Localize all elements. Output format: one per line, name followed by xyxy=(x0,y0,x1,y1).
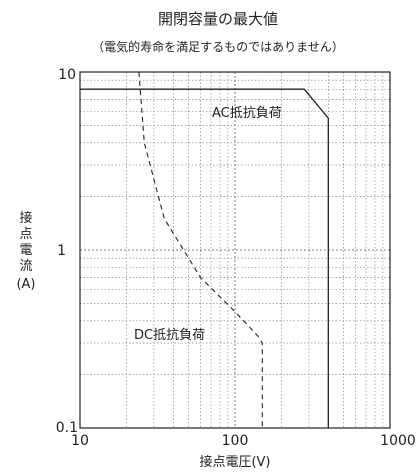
y-axis-label-char: 接 xyxy=(19,210,32,226)
series-line-dc xyxy=(138,71,263,428)
x-tick-label-10: 10 xyxy=(71,433,89,449)
x-axis-label: 接点電圧(V) xyxy=(199,454,270,470)
chart-subtitle: （電気的寿命を満足するものではありません） xyxy=(92,39,344,54)
series-label-dc: DC抵抗負荷 xyxy=(134,328,205,343)
y-axis-label-char: 電 xyxy=(19,243,32,258)
x-tick-labels: 10 100 1000 xyxy=(71,433,416,449)
series-line-ac xyxy=(80,88,329,428)
y-tick-labels: 0.1 1 10 xyxy=(56,67,78,436)
grid xyxy=(80,72,390,428)
y-axis-label-char: 点 xyxy=(19,227,32,242)
x-tick-label-100: 100 xyxy=(222,433,249,449)
y-axis-unit: (A) xyxy=(16,277,35,292)
chart-title: 開閉容量の最大値 xyxy=(158,10,278,28)
y-axis-label: 接 点 電 流 (A) xyxy=(16,210,35,292)
series-layer xyxy=(80,71,329,428)
plot-frame xyxy=(79,71,391,429)
series-label-ac: AC抵抗負荷 xyxy=(212,106,282,121)
y-axis-label-char: 流 xyxy=(19,259,32,274)
y-tick-label-1: 1 xyxy=(57,243,66,259)
x-tick-label-1000: 1000 xyxy=(380,433,416,449)
y-tick-label-0-1: 0.1 xyxy=(56,420,78,436)
y-tick-label-10: 10 xyxy=(58,67,76,83)
